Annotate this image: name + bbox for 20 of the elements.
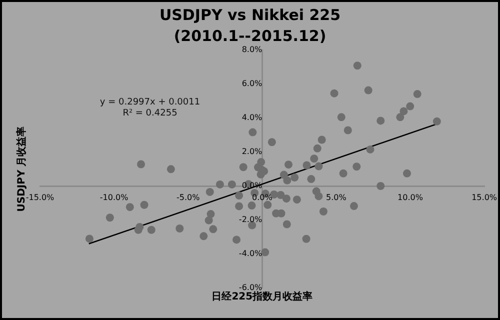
- chart-subtitle: (2010.1--2015.12): [174, 26, 326, 45]
- x-tick-label: 5.0%: [326, 192, 347, 202]
- y-tick-label: 6.0%: [242, 79, 263, 88]
- x-tick-label: 10.0%: [398, 192, 424, 202]
- y-tick-label: -4.0%: [238, 249, 263, 258]
- y-tick-label: 2.0%: [242, 147, 263, 156]
- x-axis-title: 日经225指数月收益率: [212, 290, 313, 303]
- y-tick-label: -6.0%: [238, 283, 263, 292]
- x-tick-label: -10.0%: [100, 192, 129, 202]
- x-tick-label: -15.0%: [26, 192, 55, 202]
- annotation: R² = 0.4255: [122, 108, 178, 118]
- x-tick-label: 0.0%: [252, 192, 273, 202]
- x-tick-label: -5.0%: [176, 192, 200, 202]
- annotation: y = 0.2997x + 0.0011: [100, 97, 200, 108]
- chart-title: USDJPY vs Nikkei 225: [159, 6, 341, 24]
- y-tick-label: -2.0%: [238, 215, 263, 224]
- x-tick-label: 15.0%: [472, 192, 498, 202]
- y-axis-title: USDJPY 月收益率: [16, 126, 28, 212]
- y-tick-label: 4.0%: [242, 113, 263, 122]
- y-tick-label: 8.0%: [242, 45, 263, 54]
